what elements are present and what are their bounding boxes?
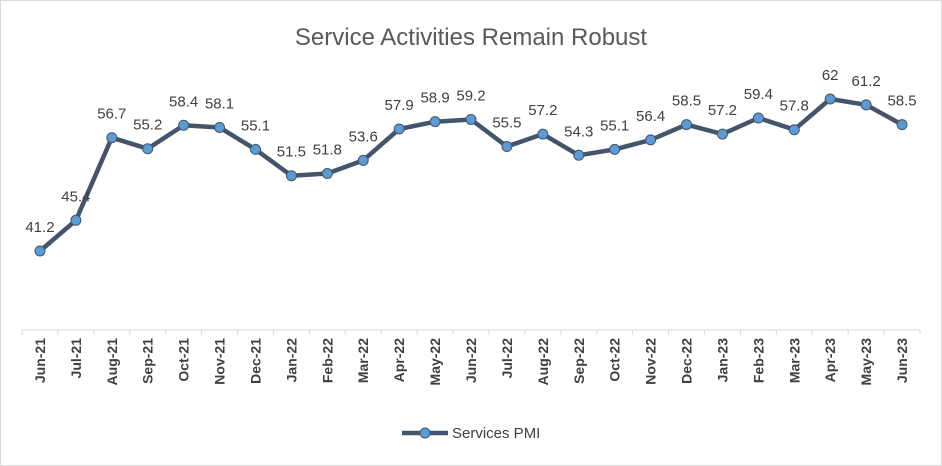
data-label: 58.1 — [205, 96, 234, 113]
data-label: 57.2 — [528, 102, 557, 119]
x-tick-label: Nov-22 — [643, 338, 659, 385]
chart-title: Service Activities Remain Robust — [295, 24, 647, 51]
data-point-marker — [716, 128, 728, 140]
data-label: 57.8 — [780, 98, 809, 115]
data-label: 54.3 — [564, 123, 593, 140]
x-tick-label: Oct-22 — [607, 338, 623, 382]
data-point-marker — [70, 214, 82, 226]
x-tick-label: Dec-21 — [247, 338, 263, 384]
legend-marker-swatch — [419, 427, 431, 439]
data-label: 58.9 — [420, 90, 449, 107]
data-label: 53.6 — [349, 128, 378, 145]
data-label: 57.2 — [708, 102, 737, 119]
x-tick-label: Nov-21 — [212, 338, 228, 385]
data-label: 51.8 — [313, 142, 342, 159]
data-point-marker — [142, 143, 154, 155]
data-label: 61.2 — [852, 73, 881, 90]
data-point-marker — [681, 119, 693, 131]
data-label: 56.4 — [636, 108, 665, 125]
data-label: 51.5 — [277, 144, 306, 161]
data-point-marker — [645, 134, 657, 146]
data-label: 58.4 — [169, 93, 198, 110]
data-label: 57.9 — [385, 97, 414, 114]
x-tick-label: Sep-21 — [140, 338, 156, 384]
data-point-marker — [537, 128, 549, 140]
data-label: 62 — [822, 67, 839, 84]
x-tick-label: Apr-23 — [822, 338, 838, 383]
legend-label-services-pmi: Services PMI — [452, 425, 540, 442]
x-tick-label: Feb-23 — [750, 338, 766, 383]
data-point-marker — [214, 122, 226, 133]
data-point-marker — [285, 170, 297, 182]
data-point-marker — [321, 168, 333, 180]
data-point-marker — [860, 99, 872, 111]
x-axis-ticks — [21, 330, 921, 335]
data-point-marker — [178, 119, 190, 131]
data-point-marker — [393, 123, 405, 135]
data-point-marker — [106, 132, 118, 144]
data-labels: 41.2 45.4 56.7 55.2 58.4 58.1 55.1 51.5 51.8 53.6… — [25, 67, 916, 236]
data-point-marker — [249, 143, 261, 155]
x-tick-label: Jun-22 — [463, 338, 479, 383]
data-point-marker — [34, 245, 46, 257]
x-tick-label: Jun-23 — [894, 338, 910, 383]
data-point-marker — [896, 119, 908, 131]
x-tick-label: Aug-21 — [104, 338, 120, 386]
x-tick-label: Dec-22 — [679, 338, 695, 384]
data-label: 55.2 — [133, 117, 162, 134]
series-markers — [34, 93, 908, 257]
x-tick-label: Sep-22 — [571, 338, 587, 384]
data-label: 56.7 — [97, 106, 126, 123]
x-tick-label: Jun-21 — [32, 338, 48, 383]
data-point-marker — [501, 141, 513, 152]
x-tick-label: Jan-22 — [283, 338, 299, 383]
data-label: 55.1 — [600, 117, 629, 134]
data-label: 55.5 — [492, 115, 521, 132]
x-tick-label: May-22 — [427, 338, 443, 386]
data-point-marker — [429, 116, 441, 128]
data-label: 59.4 — [744, 86, 773, 103]
data-point-marker — [357, 154, 369, 166]
x-tick-label: May-23 — [858, 338, 874, 386]
data-label: 55.1 — [241, 117, 270, 134]
data-label: 41.2 — [25, 219, 54, 236]
x-tick-label: Jul-22 — [499, 338, 515, 379]
data-point-marker — [465, 113, 477, 125]
x-tick-label: Apr-22 — [391, 338, 407, 383]
legend[interactable]: Services PMI — [402, 425, 540, 442]
x-tick-label: Jan-23 — [714, 338, 730, 383]
data-label: 58.5 — [887, 93, 916, 110]
data-point-marker — [609, 143, 621, 155]
x-tick-label: Feb-22 — [319, 338, 335, 383]
data-label: 59.2 — [456, 87, 485, 104]
x-tick-label: Mar-22 — [355, 338, 371, 383]
x-axis-tick-labels: Jun-21 Jul-21 Aug-21 Sep-21 Oct-21 Nov-21 Dec-… — [32, 338, 910, 386]
x-tick-label: Oct-21 — [176, 338, 192, 382]
data-point-marker — [573, 149, 585, 161]
x-tick-label: Aug-22 — [535, 338, 551, 386]
x-tick-label: Mar-23 — [786, 338, 802, 383]
data-point-marker — [788, 124, 800, 136]
data-point-marker — [824, 93, 836, 105]
data-point-marker — [752, 112, 764, 124]
data-label: 58.5 — [672, 93, 701, 110]
data-label: 45.4 — [61, 188, 90, 205]
x-tick-label: Jul-21 — [68, 338, 84, 379]
